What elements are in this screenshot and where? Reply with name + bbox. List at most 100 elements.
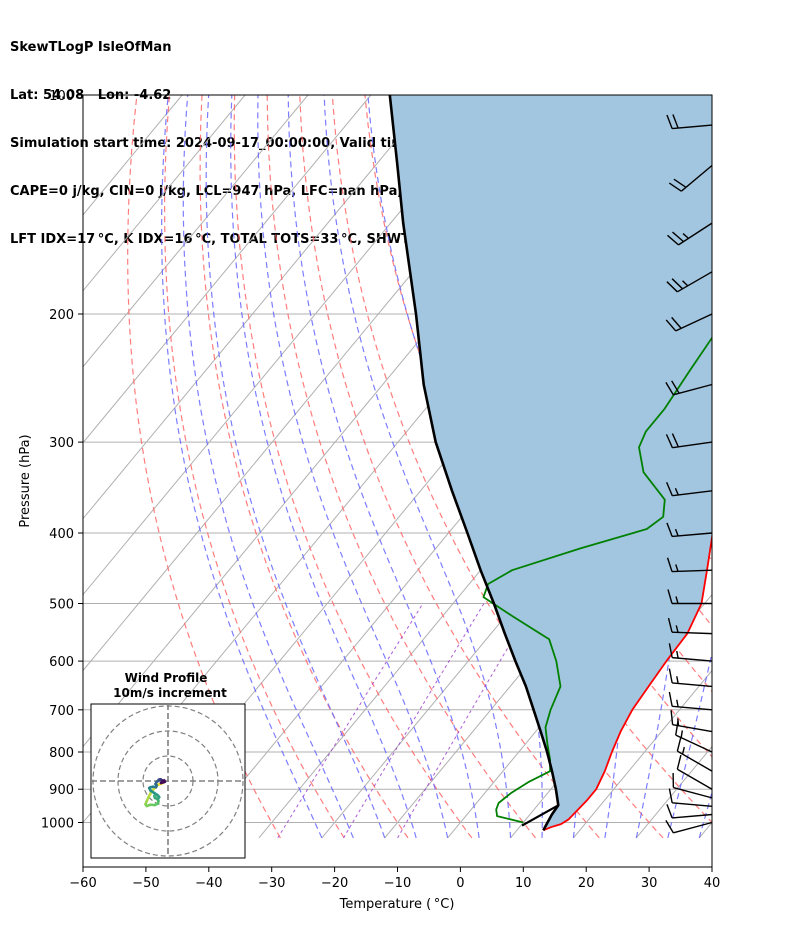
barb-shaft <box>672 705 713 711</box>
barb-half-flag <box>676 650 679 659</box>
barb-flag <box>676 754 682 770</box>
mixing-ratio-line <box>277 603 424 839</box>
barb-shaft <box>673 383 713 396</box>
wind-barb <box>672 772 713 799</box>
dry-adiabat <box>266 95 536 839</box>
moist-adiabat <box>182 95 354 839</box>
hodograph-segment <box>159 780 167 785</box>
barb-half-flag <box>675 596 679 604</box>
wind-barb <box>665 433 713 449</box>
wind-barb <box>665 820 713 834</box>
x-tick-label: 20 <box>578 876 595 891</box>
barb-flag <box>668 643 673 658</box>
hodograph <box>91 704 245 858</box>
wind-barb <box>667 222 713 246</box>
wind-barb <box>670 710 713 733</box>
barb-flag <box>668 691 673 707</box>
y-tick-label: 100 <box>49 89 74 104</box>
wind-barb <box>666 557 713 573</box>
barb-flag <box>668 788 673 803</box>
wind-barb <box>665 313 713 332</box>
barb-shaft <box>677 271 713 293</box>
axis-ticks: −60 −50 −40 −30 −20 −10 0 10 20 30 40 1000 900 800 700… <box>41 89 720 891</box>
wind-barbs <box>665 114 713 834</box>
barb-shaft <box>672 124 713 130</box>
barb-half-flag <box>681 746 686 755</box>
barb-half-flag <box>675 564 679 572</box>
isotherm-line <box>83 95 498 596</box>
isotherm-line <box>698 821 712 839</box>
barb-half-flag <box>674 528 679 537</box>
temperature-line <box>542 530 712 832</box>
barb-flag <box>665 482 673 496</box>
x-tick-label: −20 <box>321 876 348 891</box>
isotherm-line <box>83 95 246 292</box>
barb-flag <box>667 589 673 604</box>
inset-subtitle: 10m/s increment <box>113 686 227 700</box>
y-tick-label: 300 <box>49 436 74 451</box>
wind-barb <box>676 736 713 772</box>
barb-shaft <box>672 490 713 497</box>
y-axis-label: Pressure (hPa) <box>18 434 33 527</box>
barb-half-flag <box>677 718 680 726</box>
surface-lcl-line <box>521 804 559 827</box>
barb-shaft <box>672 723 713 733</box>
wind-barb <box>665 380 713 396</box>
dry-adiabat <box>163 95 345 839</box>
barb-shaft <box>671 569 713 573</box>
barb-flag <box>671 278 684 290</box>
y-tick-label: 900 <box>49 783 74 798</box>
wind-barb <box>676 754 713 790</box>
moist-adiabat <box>257 95 449 839</box>
wind-barb <box>665 482 713 497</box>
moist-adiabat <box>205 95 386 839</box>
isotherm-line <box>83 95 309 368</box>
wind-barb <box>666 271 713 293</box>
mixing-ratio-line <box>343 603 485 839</box>
barb-flag <box>671 316 682 329</box>
barb-shaft <box>672 682 713 688</box>
inset-title: Wind Profile <box>125 671 208 685</box>
x-tick-label: 40 <box>704 876 721 891</box>
parcel-profile-line <box>388 95 560 831</box>
plot-area <box>83 95 712 839</box>
x-tick-label: 10 <box>515 876 532 891</box>
dry-adiabat <box>199 95 409 839</box>
cape-cin-shading <box>389 95 712 831</box>
barb-half-flag <box>675 625 679 633</box>
profile-lines <box>388 95 712 832</box>
moist-adiabat <box>667 95 712 839</box>
y-tick-label: 400 <box>49 527 74 542</box>
title-line-station: SkewTLogP IsleOfMan <box>10 40 172 55</box>
wind-barb <box>668 788 713 807</box>
barb-half-flag <box>674 487 679 496</box>
mixing-ratio-line <box>397 603 535 839</box>
y-tick-label: 500 <box>49 598 74 613</box>
barb-flag <box>668 668 673 684</box>
y-tick-label: 600 <box>49 655 74 670</box>
wind-barb <box>667 589 712 605</box>
barb-flag <box>673 178 687 188</box>
dry-adiabat <box>233 95 473 839</box>
barb-flag <box>676 736 682 752</box>
barb-flag <box>665 820 674 834</box>
barb-flag <box>665 319 677 332</box>
barb-shaft <box>675 734 713 753</box>
barb-half-flag <box>676 676 679 684</box>
x-tick-label: −60 <box>69 876 96 891</box>
barb-flag <box>671 433 679 448</box>
isotherm-line <box>83 95 372 444</box>
moist-adiabat <box>698 790 712 839</box>
wind-barb <box>667 617 713 635</box>
y-tick-label: 700 <box>49 704 74 719</box>
wind-barb <box>666 522 713 538</box>
barb-flag <box>672 231 684 243</box>
barb-flag <box>670 710 674 725</box>
barb-flag <box>666 114 673 129</box>
barb-flag <box>667 617 673 633</box>
barb-shaft <box>680 164 713 192</box>
x-tick-label: −50 <box>132 876 159 891</box>
wind-barb <box>666 114 713 130</box>
barb-shaft <box>677 750 713 772</box>
